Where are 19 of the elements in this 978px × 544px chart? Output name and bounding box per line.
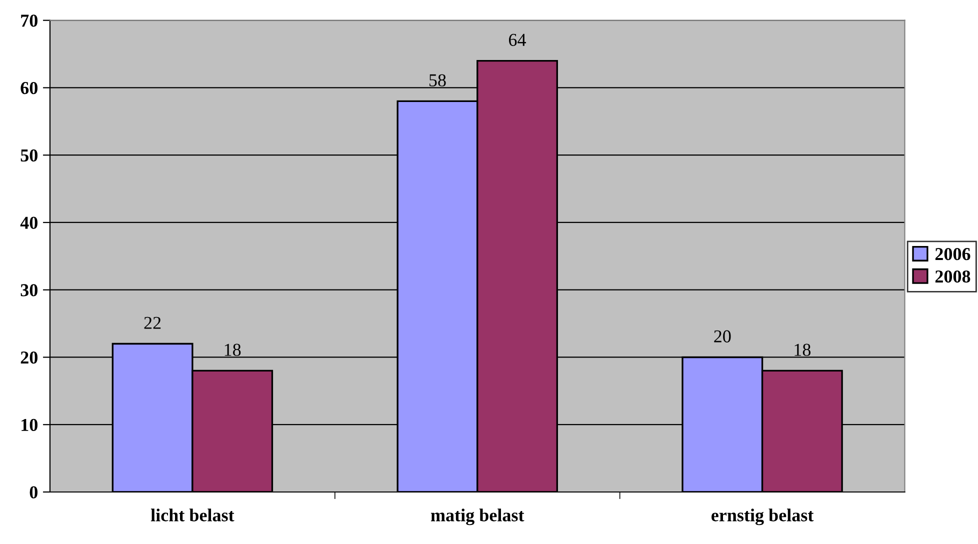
x-tick-label: ernstig belast bbox=[712, 508, 814, 526]
data-label: 18 bbox=[794, 344, 811, 356]
y-tick-label: 60 bbox=[20, 82, 38, 94]
y-tick-label: 40 bbox=[20, 216, 38, 229]
y-tick-label: 50 bbox=[20, 149, 38, 162]
data-label: 18 bbox=[224, 344, 241, 356]
x-tick-label: licht belast bbox=[150, 508, 234, 522]
y-tick-label: 30 bbox=[20, 284, 38, 296]
data-label: 22 bbox=[144, 316, 161, 329]
y-tick-label: 10 bbox=[22, 418, 38, 432]
data-label: 64 bbox=[509, 34, 526, 46]
y-tick-label: 0 bbox=[30, 486, 38, 498]
y-tick-label: 20 bbox=[20, 351, 38, 364]
x-tick-label: matig belast bbox=[430, 508, 524, 526]
data-label: 58 bbox=[429, 74, 446, 86]
legend-label: 2006 bbox=[935, 248, 970, 260]
y-tick-label: 70 bbox=[21, 14, 38, 27]
data-label: 20 bbox=[714, 330, 731, 342]
legend-label: 2008 bbox=[935, 270, 970, 283]
